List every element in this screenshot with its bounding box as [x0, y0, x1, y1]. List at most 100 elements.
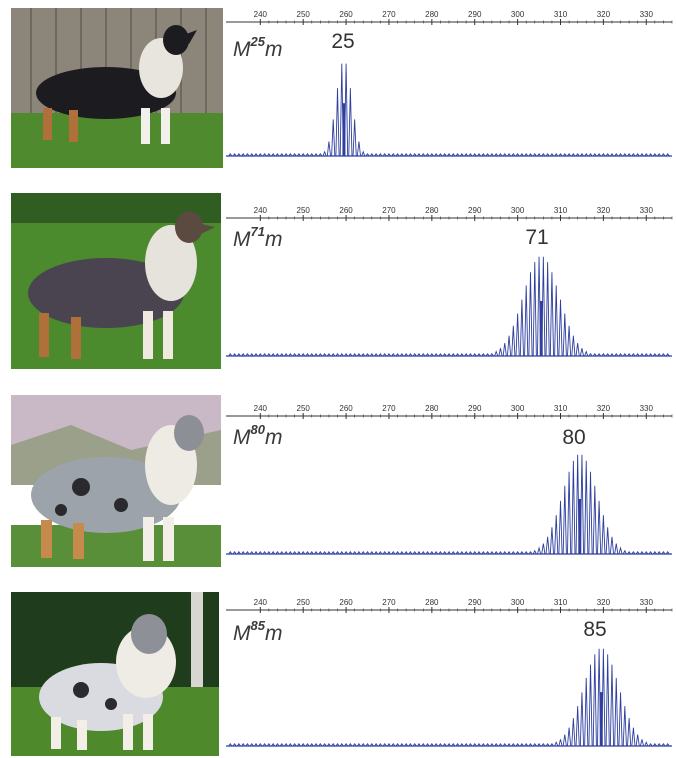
peak-316: [584, 460, 589, 555]
peak-291: [477, 743, 481, 747]
peak-270: [386, 153, 391, 157]
x-tick-label-290: 290: [468, 598, 482, 607]
x-tick-label-290: 290: [468, 206, 482, 215]
peak-280: [429, 743, 434, 747]
peak-293: [485, 153, 490, 157]
peak-279: [425, 353, 430, 357]
peak-333: [657, 551, 662, 555]
x-tick-label-260: 260: [339, 10, 353, 19]
peak-303: [528, 272, 533, 357]
peak-238: [249, 153, 254, 157]
peak-321: [605, 527, 610, 555]
peak-247: [288, 743, 293, 747]
peak-335: [665, 153, 670, 157]
peak-237: [245, 353, 250, 357]
x-tick-label-260: 260: [339, 404, 353, 413]
peak-244: [275, 153, 280, 157]
peak-265: [365, 153, 370, 157]
peak-298: [507, 153, 512, 157]
peak-317: [588, 352, 593, 357]
genotype-sup-1: 25: [250, 34, 265, 49]
peak-334: [661, 743, 666, 747]
peak-label-3: 80: [562, 426, 586, 449]
peak-266: [369, 743, 374, 747]
peak-237: [245, 153, 250, 157]
peak-261: [348, 353, 353, 357]
peak-267: [374, 353, 379, 357]
peak-245: [279, 743, 284, 747]
peak-278: [421, 153, 426, 157]
peak-282: [438, 353, 443, 357]
peak-308: [549, 527, 554, 555]
peak-325: [622, 549, 627, 555]
peak-295: [494, 153, 499, 157]
peak-296: [498, 551, 503, 555]
peak-245: [279, 551, 284, 555]
peak-313: [571, 460, 576, 555]
peak-318: [592, 153, 597, 157]
peak-318: [592, 654, 597, 747]
peak-289: [468, 153, 473, 157]
x-tick-label-280: 280: [425, 404, 439, 413]
peak-242: [266, 153, 271, 157]
peak-315: [579, 348, 584, 357]
peak-248: [292, 743, 297, 747]
x-tick-label-280: 280: [425, 598, 439, 607]
dog-photo-4: [11, 592, 219, 756]
peak-280: [429, 551, 434, 555]
peak-263: [356, 141, 361, 157]
peak-265: [365, 743, 370, 747]
peak-311: [562, 153, 567, 157]
peak-234: [232, 551, 237, 555]
peak-292: [481, 153, 486, 157]
chart-svg-1: 240 250 260 270 280 290 300 310 320 330: [226, 10, 673, 157]
peak-289: [468, 551, 473, 555]
peak-label-4: 85: [583, 618, 607, 641]
peak-242: [266, 743, 271, 747]
dog-photo-2: [11, 193, 221, 369]
peak-256: [326, 141, 331, 157]
peak-237: [245, 743, 250, 747]
peak-259: [339, 551, 344, 555]
peak-270: [386, 551, 391, 555]
peak-322: [609, 536, 615, 555]
peak-307: [545, 743, 550, 747]
peak-327: [631, 551, 636, 555]
peak-294: [489, 352, 494, 357]
genotype-base-1: M: [233, 38, 251, 61]
peak-239: [254, 551, 258, 555]
peak-233: [228, 353, 233, 357]
peak-263: [356, 551, 361, 555]
peak-303: [528, 551, 533, 555]
x-tick-label-270: 270: [382, 598, 396, 607]
chart-plot-3: 240 250 260 270 280 290 300 310 320 330 M80m 80: [226, 402, 673, 558]
peak-306: [541, 743, 546, 747]
peak-288: [464, 353, 469, 357]
peak-304: [532, 743, 537, 747]
peak-300: [515, 743, 520, 747]
peak-274: [404, 353, 409, 357]
peak-330: [644, 551, 649, 555]
peak-267: [374, 743, 379, 747]
peak-319: [597, 153, 602, 157]
peak-247: [288, 551, 293, 555]
peak-291: [477, 353, 481, 357]
x-tick-label-270: 270: [382, 404, 396, 413]
peak-292: [481, 353, 486, 357]
peak-323: [614, 153, 619, 157]
peak-271: [391, 153, 396, 157]
x-tick-label-300: 300: [511, 206, 525, 215]
peak-296: [498, 348, 503, 357]
x-tick-label-250: 250: [297, 598, 311, 607]
peak-234: [232, 353, 237, 357]
peak-330: [644, 353, 649, 357]
peak-322: [609, 153, 614, 157]
peak-275: [408, 743, 413, 747]
peak-307: [545, 153, 550, 157]
peak-260: [344, 551, 349, 555]
peak-313: [571, 718, 576, 747]
peak-299: [511, 153, 516, 157]
peak-271: [391, 551, 396, 555]
peak-302: [524, 743, 529, 747]
peak-258: [335, 743, 340, 747]
